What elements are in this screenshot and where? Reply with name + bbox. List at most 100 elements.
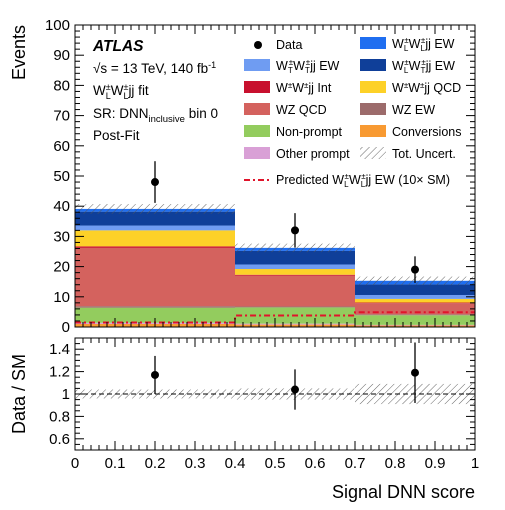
xtick-label: 0.4 — [225, 455, 246, 472]
xtick-label: 0.5 — [265, 455, 286, 472]
data-point-0 — [151, 178, 159, 187]
bar-w-w-jj-qcd-bin-0 — [75, 230, 235, 247]
xtick-label: 0.9 — [425, 455, 446, 472]
legend-wlwt-label: WL±WT±jj EW — [392, 58, 455, 75]
xtick-label: 0.1 — [105, 455, 126, 472]
legend-nonprompt-swatch — [244, 125, 270, 137]
bar-other-prompt-bin-2 — [355, 324, 475, 326]
ytick-label: 50 — [53, 168, 70, 185]
ratio-ytick-label: 1.4 — [49, 341, 70, 358]
legend-wzew-swatch — [360, 103, 386, 115]
ytick-label: 0 — [62, 319, 70, 336]
ytick-label: 80 — [53, 77, 70, 94]
legend-qcd-swatch — [360, 81, 386, 93]
xtick-label: 0.6 — [305, 455, 326, 472]
xtick-label: 0.7 — [345, 455, 366, 472]
bar-other-prompt-bin-1 — [235, 323, 355, 325]
bar-wz-ew-bin-0 — [75, 306, 235, 308]
ratio-ytick-label: 1 — [62, 386, 70, 403]
bar-w-w-jj-qcd-bin-1 — [235, 269, 355, 275]
bar-wt-wt-jj-ew-bin-1 — [235, 264, 355, 270]
bar-w-w-jj-int-bin-1 — [235, 274, 355, 276]
legend-wlwt-swatch — [360, 59, 386, 71]
bar-w-w-jj-int-bin-2 — [355, 302, 475, 304]
bar-wl-wt-jj-ew-bin-1 — [235, 250, 355, 265]
atlas-label: ATLAS — [92, 38, 144, 55]
ratio-axis-ticks: 0.6 0.8 1 1.2 1.4 0 0.1 0.2 0.3 0.4 0.5 0.6 0.7 0.8 0.… — [49, 337, 479, 472]
legend-wlwl-swatch — [360, 37, 386, 49]
bar-wz-ew-bin-2 — [355, 314, 475, 316]
ytick-label: 100 — [45, 17, 70, 34]
x-axis-title: Signal DNN score — [332, 482, 475, 502]
xtick-label: 1 — [471, 455, 479, 472]
bar-wz-ew-bin-1 — [235, 306, 355, 308]
legend-wzqcd-swatch — [244, 103, 270, 115]
legend-conversions-label: Conversions — [392, 125, 461, 139]
ytick-label: 70 — [53, 108, 70, 125]
ratio-points — [151, 342, 419, 410]
ytick-label: 20 — [53, 259, 70, 276]
bar-w-w-jj-qcd-bin-2 — [355, 298, 475, 303]
legend-otherprompt-label: Other prompt — [276, 147, 350, 161]
legend-wzqcd-label: WZ QCD — [276, 103, 327, 117]
bar-wz-qcd-bin-2 — [355, 303, 475, 315]
bar-wt-wt-jj-ew-bin-2 — [355, 294, 475, 299]
uncert-band-bin-1 — [235, 243, 355, 253]
legend-wlwl-label: WL±WL±jj EW — [392, 36, 455, 53]
legend-wtwt-label: WT±WT±jj EW — [276, 58, 340, 75]
legend-qcd-label: W±W±jj QCD — [392, 81, 461, 95]
ratio-ytick-label: 0.8 — [49, 408, 70, 425]
ytick-label: 40 — [53, 198, 70, 215]
legend-nonprompt-label: Non-prompt — [276, 125, 343, 139]
predicted-signal-line — [75, 311, 475, 324]
ytick-label: 60 — [53, 138, 70, 155]
bar-wl-wt-jj-ew-bin-0 — [75, 211, 235, 226]
energy-label: √s = 13 TeV, 140 fb-1 — [93, 60, 216, 76]
region-label: SR: DNNinclusive bin 0 — [93, 106, 218, 125]
bar-wt-wt-jj-ew-bin-0 — [75, 225, 235, 231]
data-points — [151, 161, 419, 283]
fit-label: WL±WL±jj fit — [93, 82, 149, 101]
legend-data-marker — [254, 41, 262, 49]
legend-wtwt-swatch — [244, 59, 270, 71]
stage-label: Post-Fit — [93, 128, 140, 143]
ratio-point-2 — [411, 368, 419, 377]
legend-otherprompt-swatch — [244, 147, 270, 159]
bar-conversions-bin-2 — [355, 325, 475, 327]
xtick-label: 0.3 — [185, 455, 206, 472]
top-ylabel: Events — [9, 25, 29, 80]
bar-conversions-bin-1 — [235, 324, 355, 327]
ratio-ylabel: Data / SM — [9, 354, 29, 434]
ratio-ytick-label: 0.6 — [49, 431, 70, 448]
legend-uncert-label: Tot. Uncert. — [392, 147, 456, 161]
bar-non-prompt-bin-2 — [355, 315, 475, 325]
ratio-point-1 — [291, 385, 299, 394]
uncert-band-bin-0 — [75, 204, 235, 214]
ytick-label: 10 — [53, 289, 70, 306]
ratio-ytick-label: 1.2 — [49, 364, 70, 381]
legend-wzew-label: WZ EW — [392, 103, 435, 117]
bar-w-w-jj-int-bin-0 — [75, 246, 235, 248]
legend-uncert-swatch — [360, 147, 386, 159]
predicted-signal-step — [75, 311, 475, 324]
bar-wz-qcd-bin-1 — [235, 275, 355, 307]
legend: Data WT±WT±jj EW W±W±jj Int WZ QCD Non-p… — [244, 36, 461, 189]
ytick-label: 30 — [53, 228, 70, 245]
data-point-1 — [291, 226, 299, 235]
legend-conversions-swatch — [360, 125, 386, 137]
data-point-2 — [411, 265, 419, 274]
ratio-point-0 — [151, 370, 159, 379]
ytick-label: 90 — [53, 47, 70, 64]
xtick-label: 0.2 — [145, 455, 166, 472]
legend-int-swatch — [244, 81, 270, 93]
legend-data-label: Data — [276, 38, 302, 52]
legend-signal-label: Predicted WL±WL±jj EW (10× SM) — [276, 172, 450, 189]
top-axis-ticks: 0 10 20 30 40 50 60 70 80 90 100 — [45, 17, 476, 336]
bar-wl-wt-jj-ew-bin-2 — [355, 284, 475, 295]
xtick-label: 0.8 — [385, 455, 406, 472]
legend-int-label: W±W±jj Int — [276, 81, 332, 95]
xtick-label: 0 — [71, 455, 79, 472]
bar-wz-qcd-bin-0 — [75, 247, 235, 307]
